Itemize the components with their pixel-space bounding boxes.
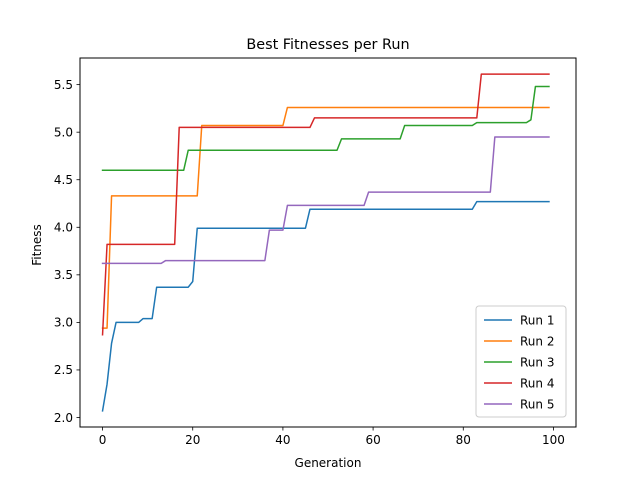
series-line-run-4 bbox=[101, 73, 550, 336]
y-tick-label: 3.5 bbox=[54, 268, 73, 282]
series-line-run-5 bbox=[101, 136, 550, 265]
series-lines bbox=[101, 73, 550, 412]
x-tick-label: 100 bbox=[542, 433, 565, 447]
y-tick-label: 2.5 bbox=[54, 363, 73, 377]
y-tick-label: 4.5 bbox=[54, 173, 73, 187]
x-tick-label: 80 bbox=[456, 433, 471, 447]
legend-label-run-5: Run 5 bbox=[520, 397, 554, 411]
plot-area-frame bbox=[79, 57, 577, 428]
x-tick-label: 20 bbox=[185, 433, 200, 447]
chart-title: Best Fitnesses per Run bbox=[246, 37, 409, 53]
y-tick-label: 2.0 bbox=[54, 411, 73, 425]
x-tick-label: 60 bbox=[365, 433, 380, 447]
y-tick-label: 5.5 bbox=[54, 78, 73, 92]
axis-ticks: 0 20 40 60 80 100 2.0 2.5 3.0 3.5 4.0 4.5 5.0 5.5 bbox=[54, 78, 565, 447]
legend-label-run-2: Run 2 bbox=[520, 334, 554, 348]
legend-label-run-4: Run 4 bbox=[520, 376, 554, 390]
x-tick-label: 0 bbox=[99, 433, 107, 447]
legend-label-run-1: Run 1 bbox=[520, 313, 554, 327]
y-tick-label: 4.0 bbox=[54, 221, 73, 235]
y-tick-label: 5.0 bbox=[54, 125, 73, 139]
x-axis-label: Generation bbox=[295, 456, 362, 470]
legend-label-run-3: Run 3 bbox=[520, 355, 554, 369]
series-line-run-2 bbox=[101, 106, 550, 329]
legend-box bbox=[475, 305, 567, 418]
y-axis-label: Fitness bbox=[30, 224, 44, 266]
series-line-run-1 bbox=[101, 200, 550, 412]
x-tick-label: 40 bbox=[275, 433, 290, 447]
y-tick-label: 3.0 bbox=[54, 316, 73, 330]
series-line-run-3 bbox=[101, 85, 550, 171]
legend: Run 1 Run 2 Run 3 Run 4 Run 5 bbox=[475, 305, 567, 418]
